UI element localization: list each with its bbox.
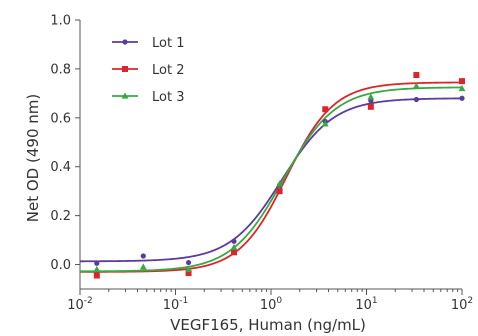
- y-axis-title: Net OD (490 nm): [24, 94, 42, 222]
- fit-curve-lot-2: [80, 81, 463, 273]
- data-point-lot-2: [367, 103, 374, 110]
- data-point-lot-3: [93, 265, 101, 273]
- axes: 0.0 0.2 0.4 0.6 0.8 1.0 10-2 10-1 100 101 102: [50, 14, 473, 314]
- legend-marker-lot-3: [121, 92, 129, 99]
- data-point-lot-2: [231, 249, 238, 256]
- legend-label-lot-1: Lot 1: [152, 36, 184, 51]
- data-point-lot-2: [93, 272, 100, 279]
- legend-marker-lot-1: [122, 39, 128, 45]
- data-point-lot-1: [140, 253, 146, 259]
- x-tick-label: 102: [451, 296, 473, 313]
- data-point-lot-3: [458, 84, 466, 92]
- x-tick-label: 101: [355, 296, 377, 313]
- data-points: [93, 72, 466, 279]
- data-point-lot-1: [413, 96, 419, 103]
- data-point-lot-3: [230, 243, 238, 251]
- data-point-lot-1: [94, 260, 100, 266]
- data-point-lot-3: [412, 82, 420, 89]
- fit-curves: [79, 81, 463, 273]
- data-point-lot-2: [185, 270, 192, 277]
- y-tick-label: 0.6: [50, 111, 71, 126]
- data-point-lot-2: [413, 72, 420, 79]
- y-tick-label: 0.2: [50, 209, 71, 224]
- data-point-lot-3: [185, 265, 192, 273]
- y-tick-label: 0.8: [50, 62, 71, 77]
- data-point-lot-3: [276, 180, 283, 187]
- fit-curve-lot-1: [79, 97, 463, 263]
- data-point-lot-1: [185, 259, 192, 266]
- x-tick-label: 10-1: [163, 296, 189, 313]
- y-tick-label: 0.4: [50, 160, 71, 175]
- data-point-lot-2: [459, 78, 465, 85]
- data-point-lot-3: [367, 93, 375, 100]
- x-tick-label: 10-2: [67, 296, 93, 313]
- legend-label-lot-2: Lot 2: [152, 63, 184, 78]
- data-point-lot-2: [276, 188, 283, 195]
- data-point-lot-3: [139, 263, 147, 270]
- fit-curve-lot-3: [80, 86, 463, 273]
- legend: Lot 1 Lot 2 Lot 3: [112, 36, 184, 105]
- data-point-lot-1: [459, 95, 465, 101]
- x-axis-title: VEGF165, Human (ng/mL): [170, 316, 366, 334]
- data-point-lot-3: [321, 120, 329, 127]
- legend-label-lot-3: Lot 3: [152, 90, 184, 105]
- data-point-lot-1: [231, 238, 237, 244]
- y-tick-label: 1.0: [50, 14, 71, 29]
- y-tick-label: 0.0: [50, 258, 71, 273]
- x-tick-label: 100: [260, 296, 283, 313]
- data-point-lot-2: [322, 106, 329, 113]
- legend-marker-lot-2: [122, 66, 128, 72]
